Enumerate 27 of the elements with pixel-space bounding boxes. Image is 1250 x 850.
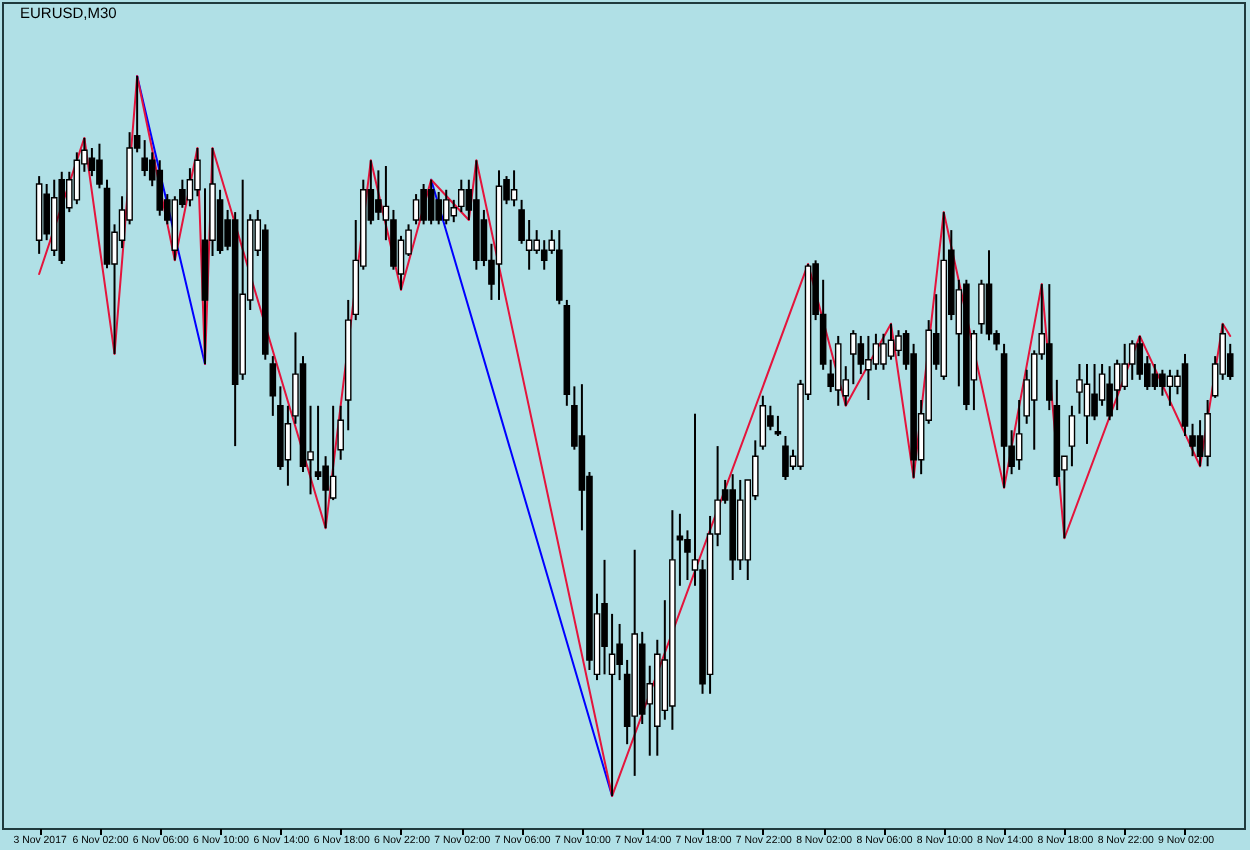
candlestick	[1121, 342, 1128, 391]
candlestick	[774, 414, 782, 438]
candlestick	[435, 190, 442, 226]
candlestick	[880, 332, 887, 371]
candlestick	[1068, 404, 1076, 468]
candlestick	[1083, 363, 1091, 445]
candlestick	[510, 169, 518, 208]
candlestick	[1151, 363, 1159, 391]
candlestick	[458, 178, 465, 214]
candlestick	[872, 332, 880, 371]
candlestick	[156, 159, 164, 217]
candlestick	[1113, 358, 1121, 412]
candlestick	[895, 329, 902, 358]
candlestick	[865, 334, 872, 402]
candlestick	[412, 193, 420, 226]
candlestick	[442, 188, 450, 226]
candlestick	[427, 178, 435, 226]
candlestick	[420, 183, 427, 226]
candlestick	[1106, 365, 1113, 422]
candlestick	[834, 334, 842, 407]
candlestick	[782, 435, 789, 481]
candlestick	[1204, 399, 1211, 468]
candlestick	[1196, 419, 1204, 468]
candlestick	[141, 139, 148, 178]
candlestick	[759, 394, 767, 451]
candlestick	[1091, 363, 1098, 422]
candlestick	[887, 322, 895, 361]
